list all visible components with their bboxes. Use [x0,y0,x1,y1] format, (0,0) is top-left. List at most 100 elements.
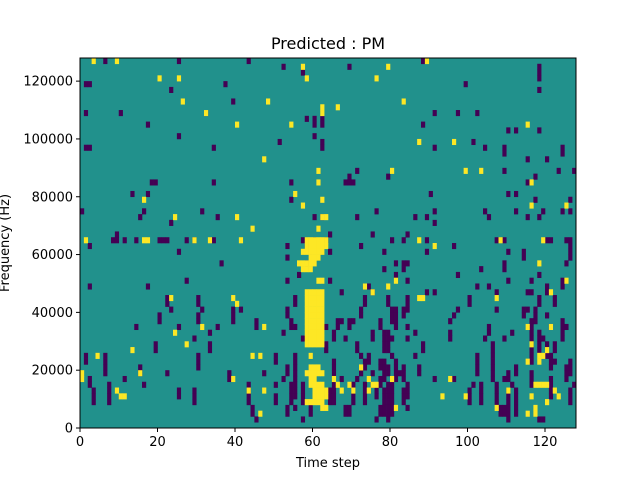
heatmap-cell-low [293,370,298,377]
heatmap-cell-low [494,399,499,406]
heatmap-cell-low [293,364,298,371]
heatmap-cell-low [541,208,546,215]
heatmap-cell-low [541,335,546,342]
heatmap-cell-low [479,399,484,406]
heatmap-cell-low [138,214,143,221]
heatmap-cell-low [328,248,333,255]
heatmap-cell-low [514,208,519,215]
heatmap-cell-low [548,364,554,371]
heatmap-cell-high [452,138,457,146]
heatmap-cell-high [393,404,399,411]
heatmap-cell-low [362,387,368,394]
heatmap-cell-high [320,110,325,117]
heatmap-cell-low [386,387,391,394]
heatmap-cell-low [386,347,391,354]
x-tick-label: 60 [304,435,321,450]
heatmap-cell-low [362,399,368,406]
heatmap-cell-high [304,75,309,82]
heatmap-cell-low [246,393,251,400]
heatmap-cell-low [382,335,387,342]
heatmap-cell-high [246,387,251,394]
heatmap-cell-high [300,260,306,267]
heatmap-cell-high [320,196,325,203]
heatmap-cell-low [393,271,399,278]
heatmap-cell-low [382,399,387,406]
heatmap-cell-low [405,231,410,238]
heatmap-cell-high [537,352,542,359]
heatmap-cell-low [355,341,360,348]
heatmap-cell-low [514,399,519,406]
heatmap-cell-low [401,364,406,371]
heatmap-cell-low [107,399,112,406]
heatmap-cell-low [483,144,488,151]
heatmap-cell-high [300,248,306,255]
heatmap-cell-low [331,335,337,342]
heatmap-cell-high [312,381,317,388]
heatmap-cell-low [370,329,375,336]
heatmap-cell-low [494,393,499,400]
heatmap-cell-low [506,410,511,417]
heatmap-cell-low [390,410,395,417]
heatmap-cell-low [475,358,480,365]
heatmap-cell-high [262,323,267,331]
heatmap-cell-low [401,375,406,383]
heatmap-cell-low [502,144,507,151]
heatmap-cell-low [320,121,325,128]
heatmap-cell-high [308,248,313,255]
heatmap-cell-high [316,364,321,371]
heatmap-cell-high [417,237,422,244]
heatmap-cell-low [390,306,395,313]
heatmap-cell-high [316,225,321,232]
heatmap-cell-low [331,381,337,388]
heatmap-cell-low [533,306,538,313]
heatmap-cell-low [401,393,406,400]
heatmap-cell-high [390,167,395,174]
heatmap-cell-high [304,248,309,255]
heatmap-cell-low [281,329,286,336]
heatmap-cell-low [529,375,534,383]
heatmap-cell-low [421,347,426,354]
heatmap-cell-low [370,370,375,377]
heatmap-cell-low [393,323,399,331]
heatmap-cell-low [483,335,488,342]
heatmap-cell-low [529,381,534,388]
heatmap-cell-high [386,63,391,70]
heatmap-cell-low [405,387,410,394]
heatmap-cell-low [432,110,437,117]
heatmap-cell-low [281,63,286,70]
heatmap-cell-high [312,323,317,331]
heatmap-cell-low [506,404,511,411]
heatmap-cell-low [393,370,399,377]
heatmap-cell-low [405,295,410,302]
heatmap-cell-low [386,329,391,336]
heatmap-cell-low [87,381,92,388]
heatmap-cell-high [308,260,313,267]
heatmap-cell-low [227,375,232,383]
heatmap-cell-low [331,358,337,365]
heatmap-cell-high [324,393,329,400]
heatmap-cell-high [525,358,530,365]
heatmap-cell-low [83,144,89,151]
heatmap-cell-low [560,335,565,342]
heatmap-cell-low [157,312,162,319]
heatmap-cell-high [320,404,325,411]
heatmap-cell-low [153,341,158,348]
heatmap-cell-low [560,323,565,331]
heatmap-cell-low [405,404,410,411]
heatmap-cell-low [273,352,278,359]
heatmap-cell-low [506,393,511,400]
heatmap-cell-low [366,358,371,365]
heatmap-cell-high [300,202,306,209]
heatmap-cell-high [432,243,437,250]
heatmap-cell-low [378,410,383,417]
heatmap-cell-low [432,375,437,383]
heatmap-cell-high [312,370,317,377]
heatmap-cell-low [386,370,391,377]
heatmap-cell-high [304,260,309,267]
heatmap-cell-low [300,381,306,388]
heatmap-cell-low [103,370,108,377]
heatmap-cell-low [308,404,313,411]
heatmap-cell-high [417,295,422,302]
heatmap-cell-low [328,387,333,394]
heatmap-cell-low [564,364,569,371]
